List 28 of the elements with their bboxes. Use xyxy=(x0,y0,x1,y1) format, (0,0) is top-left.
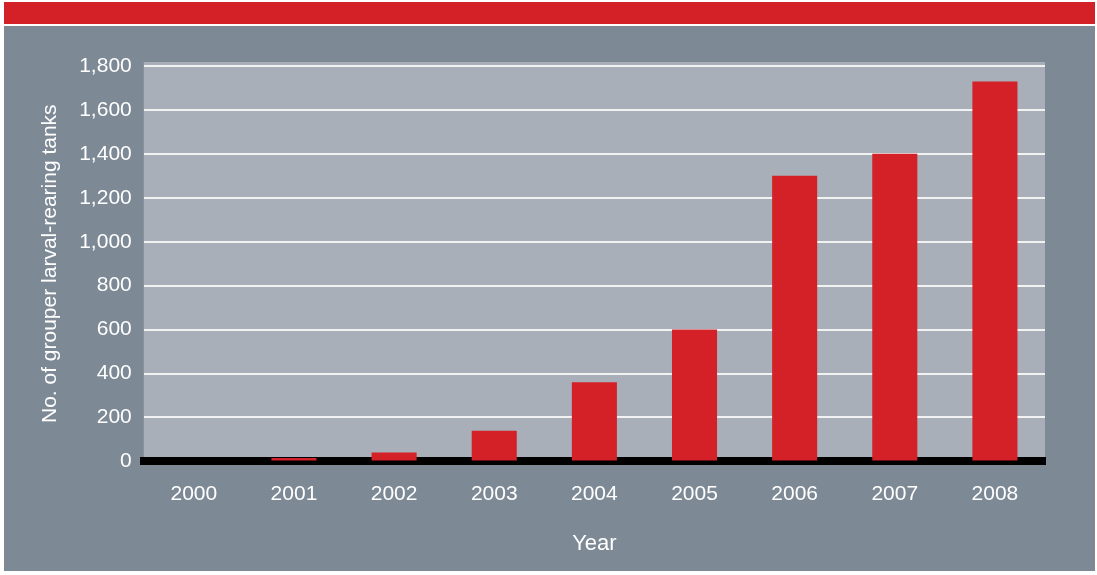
y-tick-label: 400 xyxy=(96,360,132,384)
y-tick-label: 1,600 xyxy=(79,96,132,120)
bar xyxy=(772,175,818,461)
bar xyxy=(571,382,617,461)
x-tick-label: 2000 xyxy=(170,480,218,504)
x-tick-label: 2008 xyxy=(971,480,1019,504)
y-tick-label: 1,000 xyxy=(79,228,132,252)
x-tick-label: 2006 xyxy=(771,480,819,504)
bar xyxy=(371,452,417,461)
x-tick-label: 2007 xyxy=(871,480,919,504)
y-tick-label: 1,400 xyxy=(79,140,132,164)
y-tick-label: 200 xyxy=(96,404,132,428)
x-tick-label: 2001 xyxy=(270,480,318,504)
y-tick-label: 800 xyxy=(96,272,132,296)
y-tick-label: 0 xyxy=(120,448,132,472)
x-tick-label: 2003 xyxy=(470,480,518,504)
x-tick-label: 2002 xyxy=(370,480,418,504)
bar xyxy=(471,430,517,461)
x-axis-title: Year xyxy=(572,529,617,555)
bar xyxy=(671,329,718,461)
y-axis-title: No. of grouper larval-rearing tanks xyxy=(37,104,61,424)
bar xyxy=(872,153,918,461)
y-tick-label: 1,800 xyxy=(79,52,132,76)
y-tick-label: 1,200 xyxy=(79,184,132,208)
x-tick-label: 2004 xyxy=(571,480,619,504)
x-tick-label: 2005 xyxy=(671,480,718,504)
bar xyxy=(972,81,1018,461)
y-tick-label: 600 xyxy=(96,316,132,340)
